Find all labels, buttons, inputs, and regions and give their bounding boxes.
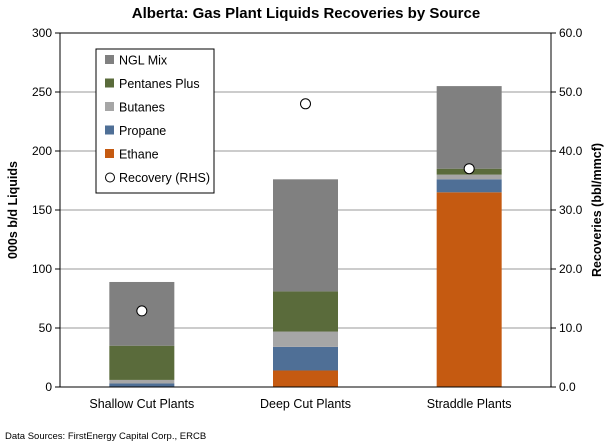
bar-pentanes-plus — [109, 345, 175, 380]
y2-axis-title: Recoveries (bbl/mmcf) — [590, 143, 604, 277]
legend-label: Recovery (RHS) — [119, 171, 210, 185]
legend-label: Pentanes Plus — [119, 77, 200, 91]
x-category-label: Straddle Plants — [427, 397, 512, 411]
legend-label: Propane — [119, 124, 166, 138]
legend: NGL Mix Pentanes Plus Butanes Propane Ethane… — [95, 48, 215, 194]
y-tick-label: 150 — [32, 203, 52, 217]
axes — [59, 32, 552, 388]
chart-area: 0 0.0 50 10.0 100 20.0 150 30.0 200 40.0 250 50.0 30… — [6, 26, 604, 411]
bar-propane — [109, 383, 175, 387]
y-tick-label: 50 — [39, 321, 53, 335]
source-note: Data Sources: FirstEnergy Capital Corp.,… — [5, 431, 207, 442]
y2-tick-label: 30.0 — [559, 203, 583, 217]
legend-swatch — [105, 102, 114, 111]
bar-butanes — [436, 174, 502, 180]
bar-ngl-mix — [273, 179, 338, 292]
recovery-points — [136, 98, 475, 317]
recovery-point — [300, 98, 311, 110]
y-tick-label: 200 — [32, 144, 52, 158]
y-tick-label: 0 — [45, 380, 52, 394]
y2-tick-label: 10.0 — [559, 321, 583, 335]
bars — [109, 86, 502, 387]
y2-tick-label: 20.0 — [559, 262, 583, 276]
recovery-point — [463, 163, 475, 175]
legend-swatch — [105, 78, 114, 88]
x-category-label: Shallow Cut Plants — [89, 397, 194, 411]
legend-label: Butanes — [119, 101, 165, 115]
y2-tick-label: 0.0 — [559, 380, 576, 394]
bar-butanes — [273, 331, 338, 347]
chart-title: Alberta: Gas Plant Liquids Recoveries by… — [131, 5, 481, 22]
recovery-point — [136, 305, 148, 317]
tick-labels: 0 0.0 50 10.0 100 20.0 150 30.0 200 40.0 250 50.0 30… — [32, 26, 583, 411]
bar-pentanes-plus — [273, 291, 338, 332]
y-tick-label: 100 — [32, 262, 52, 276]
y2-tick-label: 50.0 — [559, 85, 583, 99]
bar-ngl-mix — [436, 86, 502, 169]
y-tick-label: 300 — [32, 26, 52, 40]
x-category-label: Deep Cut Plants — [260, 397, 351, 411]
y-axis-title: 000s b/d Liquids — [6, 161, 20, 259]
y2-tick-label: 60.0 — [559, 26, 583, 40]
legend-swatch — [105, 149, 114, 158]
legend-swatch — [105, 55, 114, 64]
y-tick-label: 250 — [32, 85, 52, 99]
legend-label: NGL Mix — [119, 54, 168, 68]
bar-propane — [273, 346, 338, 371]
legend-box — [95, 48, 215, 194]
bar-ethane — [436, 192, 502, 387]
legend-marker — [105, 172, 115, 183]
bar-ethane — [273, 370, 338, 387]
y2-tick-label: 40.0 — [559, 144, 583, 158]
bar-propane — [436, 179, 502, 193]
legend-label: Ethane — [119, 148, 159, 162]
plot-frame — [59, 32, 552, 388]
bar-butanes — [109, 379, 175, 384]
legend-swatch — [105, 125, 114, 135]
